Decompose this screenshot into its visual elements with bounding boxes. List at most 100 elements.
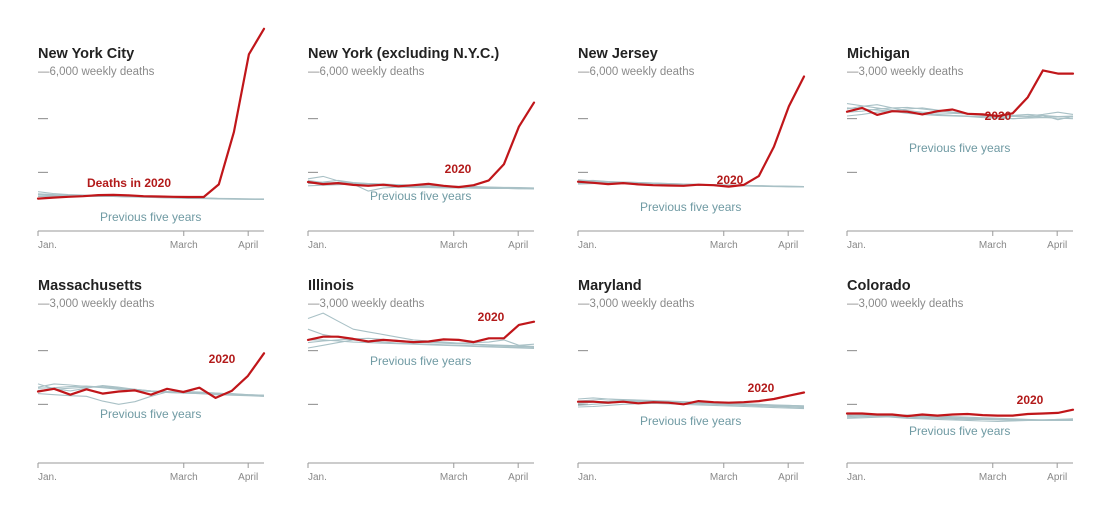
chart-svg: Jan. March April Deaths in 2020 Previous fiv… — [36, 27, 266, 251]
chart-panel: New Jersey —6,000 weekly deaths Jan. March A… — [576, 46, 808, 286]
x-tick-label: March — [440, 472, 468, 483]
chart-panel: Massachusetts —3,000 weekly deaths Jan. Mar… — [36, 278, 268, 518]
scale-dash: — — [847, 298, 859, 310]
x-tick-label: Jan. — [308, 472, 327, 483]
chart-title: New York City — [38, 46, 135, 62]
scale-text: 6,000 weekly deaths — [589, 66, 695, 78]
scale-dash: — — [578, 298, 590, 310]
x-tick-label: April — [508, 472, 528, 483]
previous-year-line — [308, 339, 535, 350]
chart-svg: Jan. March April 2020 Previous five years — [845, 350, 1075, 483]
chart-panel: Colorado —3,000 weekly deaths Jan. March Apr… — [845, 278, 1077, 518]
x-tick-label: March — [710, 240, 738, 251]
x-tick-label: March — [979, 472, 1007, 483]
x-tick-label: Jan. — [578, 240, 597, 251]
x-tick-label: April — [1047, 472, 1067, 483]
scale-label: —6,000 weekly deaths — [578, 66, 694, 78]
scale-label: —6,000 weekly deaths — [308, 66, 424, 78]
chart-panel: Illinois —3,000 weekly deaths Jan. March Apr… — [306, 278, 538, 518]
label-2020: 2020 — [445, 162, 472, 176]
line-2020 — [36, 352, 266, 400]
line-2020 — [576, 75, 806, 188]
x-tick-label: Jan. — [38, 472, 57, 483]
label-2020: 2020 — [717, 173, 744, 187]
previous-year-line — [846, 415, 1074, 421]
chart-svg: Jan. March April 2020 Previous five years — [576, 350, 806, 483]
label-2020: 2020 — [478, 310, 505, 324]
scale-text: 6,000 weekly deaths — [319, 66, 425, 78]
chart-title: New Jersey — [578, 46, 658, 62]
chart-svg: Jan. March April 2020 Previous five years — [845, 69, 1075, 251]
x-tick-label: April — [778, 472, 798, 483]
chart-svg: Jan. March April 2020 Previous five years — [576, 75, 806, 251]
x-tick-label: Jan. — [38, 240, 57, 251]
previous-year-line — [577, 402, 805, 410]
label-2020: 2020 — [985, 109, 1012, 123]
x-tick-label: Jan. — [847, 240, 866, 251]
scale-label: —3,000 weekly deaths — [308, 298, 424, 310]
x-tick-label: April — [778, 240, 798, 251]
x-tick-label: March — [710, 472, 738, 483]
x-tick-label: March — [170, 240, 198, 251]
x-tick-label: April — [238, 240, 258, 251]
x-tick-label: March — [440, 240, 468, 251]
scale-dash: — — [308, 298, 320, 310]
label-2020: Deaths in 2020 — [87, 176, 171, 190]
label-previous-five-years: Previous five years — [370, 189, 471, 203]
chart-title: Colorado — [847, 278, 911, 294]
chart-panel: Maryland —3,000 weekly deaths Jan. March Apr… — [576, 278, 808, 518]
label-2020: 2020 — [209, 352, 236, 366]
chart-svg: Jan. March April 2020 Previous five years — [306, 101, 536, 251]
line-2020 — [306, 101, 536, 189]
label-previous-five-years: Previous five years — [640, 200, 741, 214]
scale-dash: — — [38, 298, 50, 310]
scale-text: 3,000 weekly deaths — [589, 298, 695, 310]
x-tick-label: April — [508, 240, 528, 251]
x-tick-label: April — [1047, 240, 1067, 251]
scale-label: —3,000 weekly deaths — [38, 298, 154, 310]
scale-label: —6,000 weekly deaths — [38, 66, 154, 78]
x-tick-label: March — [170, 472, 198, 483]
scale-dash: — — [847, 66, 859, 78]
chart-panel: Michigan —3,000 weekly deaths Jan. March Apr… — [845, 46, 1077, 286]
x-tick-label: March — [979, 240, 1007, 251]
chart-panel: New York City —6,000 weekly deaths Jan. Mar… — [36, 27, 268, 286]
line-2020 — [845, 69, 1075, 118]
label-2020: 2020 — [1017, 393, 1044, 407]
x-tick-label: Jan. — [847, 472, 866, 483]
label-previous-five-years: Previous five years — [909, 141, 1010, 155]
x-tick-label: April — [238, 472, 258, 483]
scale-label: —3,000 weekly deaths — [578, 298, 694, 310]
line-2020 — [845, 408, 1075, 418]
scale-text: 3,000 weekly deaths — [49, 298, 155, 310]
scale-text: 3,000 weekly deaths — [858, 66, 964, 78]
label-previous-five-years: Previous five years — [640, 414, 741, 428]
chart-panel: New York (excluding N.Y.C.) —6,000 weekly… — [306, 46, 538, 286]
scale-dash: — — [38, 66, 50, 78]
label-previous-five-years: Previous five years — [370, 354, 471, 368]
line-2020 — [36, 27, 266, 200]
scale-label: —3,000 weekly deaths — [847, 66, 963, 78]
scale-text: 3,000 weekly deaths — [858, 298, 964, 310]
previous-year-line — [846, 107, 1074, 120]
chart-title: New York (excluding N.Y.C.) — [308, 46, 500, 62]
chart-title: Maryland — [578, 278, 642, 294]
scale-text: 3,000 weekly deaths — [319, 298, 425, 310]
scale-dash: — — [578, 66, 590, 78]
chart-title: Michigan — [847, 46, 910, 62]
scale-dash: — — [308, 66, 320, 78]
scale-text: 6,000 weekly deaths — [49, 66, 155, 78]
x-tick-label: Jan. — [578, 472, 597, 483]
scale-label: —3,000 weekly deaths — [847, 298, 963, 310]
label-previous-five-years: Previous five years — [909, 424, 1010, 438]
chart-svg: Jan. March April 2020 Previous five years — [36, 350, 266, 483]
line-2020 — [576, 391, 806, 406]
chart-svg: Jan. March April 2020 Previous five years — [306, 310, 536, 483]
label-previous-five-years: Previous five years — [100, 210, 201, 224]
chart-title: Illinois — [308, 278, 354, 294]
label-previous-five-years: Previous five years — [100, 407, 201, 421]
line-2020 — [306, 320, 536, 344]
chart-title: Massachusetts — [38, 278, 142, 294]
x-tick-label: Jan. — [308, 240, 327, 251]
